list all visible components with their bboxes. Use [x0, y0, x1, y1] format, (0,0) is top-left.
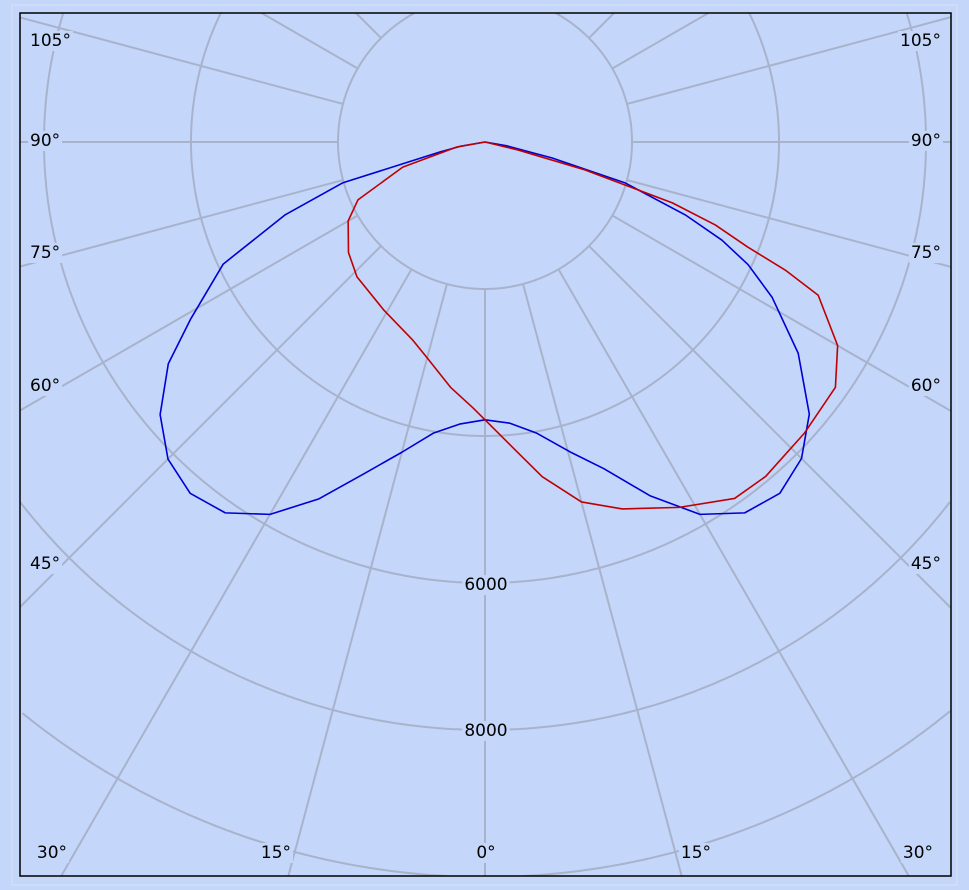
angle-grid-line — [60, 268, 413, 876]
series-line-1 — [159, 141, 811, 516]
angle-label-right: 75° — [911, 243, 941, 263]
angle-label-bottom: 15° — [261, 843, 291, 863]
angle-grid-line — [588, 13, 615, 39]
angle-grid-line — [588, 245, 951, 609]
angle-label-right: 105° — [900, 31, 941, 51]
polar-grid — [20, 13, 951, 876]
angle-grid-line — [611, 13, 709, 70]
series-layer — [159, 141, 839, 516]
angle-label-right: 45° — [911, 554, 941, 574]
tick-labels: 105° 90° 75° 60° 45° 105° 90° 75° 60° 45° 30° 15° 0°… — [28, 31, 943, 863]
angle-label-right: 90° — [911, 131, 941, 151]
label-background — [908, 131, 943, 151]
angle-grid-line — [20, 179, 344, 268]
radial-grid-circle — [523, 710, 951, 876]
angle-label-left: 75° — [30, 243, 60, 263]
label-background — [908, 376, 943, 396]
label-background — [898, 31, 943, 51]
label-background — [678, 843, 714, 863]
plot-border — [19, 12, 952, 877]
angle-label-bottom: 30° — [903, 843, 933, 863]
angle-grid-line — [522, 283, 683, 876]
angle-grid-line — [626, 16, 951, 105]
radial-grid-circle — [21, 712, 447, 876]
series-line-2 — [347, 141, 839, 510]
angle-label-left: 60° — [30, 376, 60, 396]
radial-label: 6000 — [464, 575, 507, 595]
angle-grid-line — [20, 245, 382, 608]
label-background — [462, 575, 510, 595]
label-background — [28, 554, 63, 574]
angle-label-bottom: 15° — [681, 843, 711, 863]
label-background — [34, 843, 70, 863]
angle-grid-line — [261, 13, 359, 70]
label-background — [28, 131, 63, 151]
angle-label-left: 105° — [30, 31, 71, 51]
outer-frame — [11, 4, 958, 886]
angle-label-bottom: 30° — [37, 843, 67, 863]
label-background — [28, 376, 63, 396]
angle-label-right: 60° — [911, 376, 941, 396]
label-background — [462, 721, 510, 741]
label-background — [474, 843, 498, 863]
label-background — [28, 243, 63, 263]
angle-grid-line — [557, 268, 910, 876]
angle-label-left: 90° — [30, 131, 60, 151]
angle-grid-line — [20, 16, 344, 105]
angle-grid-line — [611, 214, 951, 412]
angle-label-left: 45° — [30, 554, 60, 574]
angle-label-bottom: 0° — [476, 843, 495, 863]
label-background — [908, 243, 943, 263]
angle-grid-line — [20, 214, 359, 412]
angle-grid-line — [626, 179, 951, 268]
label-background — [258, 843, 294, 863]
angle-grid-line — [355, 13, 382, 39]
angle-grid-line — [287, 283, 448, 876]
label-background — [900, 843, 936, 863]
radial-label: 8000 — [464, 721, 507, 741]
label-background — [908, 554, 943, 574]
label-background — [28, 31, 73, 51]
